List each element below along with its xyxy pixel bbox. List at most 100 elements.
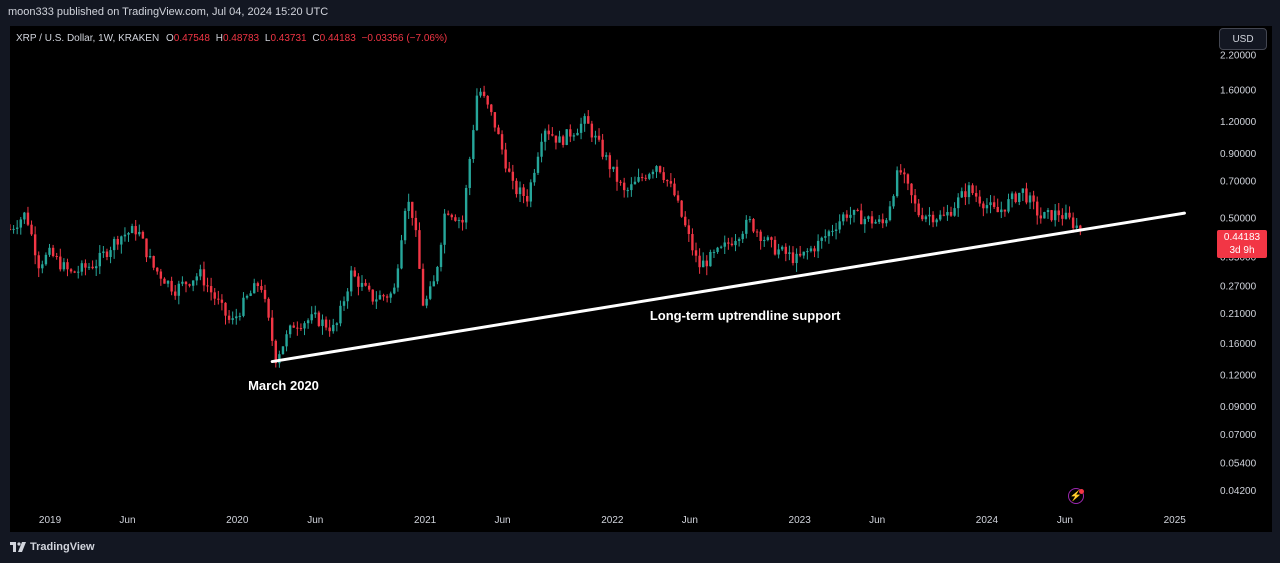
candle-body (989, 202, 992, 206)
candle-body (235, 316, 238, 319)
lightning-icon[interactable]: ⚡ (1068, 488, 1084, 504)
candle-body (644, 177, 647, 179)
candle (723, 235, 726, 254)
candle-body (946, 211, 949, 216)
candle-body (1000, 209, 1003, 213)
candle (888, 201, 892, 222)
candle (694, 242, 698, 263)
candle-body (281, 346, 285, 355)
candle-body (960, 191, 963, 198)
candle (698, 248, 701, 274)
candle-body (324, 319, 328, 328)
candle-body (996, 206, 999, 213)
candle (935, 218, 938, 227)
candle (468, 156, 471, 196)
candle (608, 152, 612, 178)
candle-body (691, 234, 694, 251)
candle (536, 152, 540, 176)
candle (184, 281, 188, 293)
candle (860, 203, 863, 225)
candle (601, 133, 604, 160)
candle-body (511, 171, 515, 181)
candle (166, 280, 170, 288)
candle-body (443, 213, 446, 245)
candle-body (464, 187, 468, 223)
currency-button[interactable]: USD (1219, 28, 1267, 50)
candle-body (37, 255, 40, 269)
candle-body (957, 197, 960, 209)
candle (978, 190, 981, 207)
candle (497, 124, 500, 135)
candle-body (102, 251, 105, 253)
candle-body (123, 234, 127, 237)
candle-body (296, 327, 299, 329)
candle-body (364, 282, 367, 286)
candle (328, 319, 331, 337)
candle (813, 245, 816, 258)
candle-body (565, 129, 568, 145)
candle (640, 173, 644, 182)
candle (910, 183, 913, 204)
time-tick-label: 2022 (601, 515, 624, 526)
candle-body (130, 226, 134, 234)
candle (874, 219, 877, 224)
candle (680, 200, 683, 218)
candle-body (256, 283, 260, 286)
price-axis[interactable]: 2.20000 1.60000 1.20000 0.90000 0.70000 0.500… (1220, 50, 1257, 497)
candle (666, 179, 669, 187)
ohlc-legend: XRP / U.S. Dollar, 1W, KRAKEN O0.47548 H… (16, 33, 447, 44)
candle-body (51, 247, 55, 256)
price-tick-label: 0.07000 (1220, 430, 1257, 441)
candle-body (766, 237, 770, 241)
candle-body (220, 299, 224, 303)
candle (10, 224, 12, 231)
candle (479, 88, 482, 98)
time-tick-label: Jun (869, 515, 885, 526)
candle-body (26, 212, 30, 225)
candle-body (95, 266, 98, 269)
price-tick-label: 0.50000 (1220, 213, 1257, 224)
candle (227, 310, 231, 324)
candle-body (12, 228, 15, 230)
candle (508, 161, 511, 173)
candle (730, 237, 734, 247)
candle-body (558, 136, 561, 143)
last-price-value: 0.44183 (1223, 232, 1261, 243)
candle (684, 211, 687, 228)
time-axis[interactable]: 2019 Jun 2020 Jun 2021 Jun 2022 Jun 2023 Jun 2024 J… (39, 515, 1186, 526)
candle-body (55, 255, 58, 257)
candle (490, 103, 493, 116)
candle (906, 173, 910, 191)
price-tick-label: 1.20000 (1220, 117, 1257, 128)
candle (120, 235, 123, 254)
candle-body (583, 116, 586, 124)
candle (156, 267, 159, 275)
symbol-title: XRP / U.S. Dollar, 1W, KRAKEN (16, 33, 160, 44)
candle (709, 249, 712, 267)
candle-body (529, 182, 532, 202)
candle-body (504, 149, 507, 169)
candle-body (231, 318, 234, 320)
uptrend-line[interactable] (270, 211, 1186, 364)
candle-body (673, 183, 676, 196)
tradingview-logo[interactable]: TradingView (10, 541, 95, 553)
candle (1043, 211, 1046, 219)
candle-body (339, 305, 342, 324)
candle (314, 305, 317, 318)
chart-area[interactable]: 2.20000 1.60000 1.20000 0.90000 0.70000 0.500… (10, 26, 1272, 532)
candle-body (899, 170, 902, 173)
candle (716, 246, 719, 254)
time-tick-label: 2019 (39, 515, 62, 526)
price-chart[interactable]: 2.20000 1.60000 1.20000 0.90000 0.70000 0.500… (10, 26, 1272, 532)
candle-body (694, 250, 698, 256)
candle-body (719, 246, 723, 248)
candle-body (199, 269, 202, 277)
candle-body (917, 203, 920, 216)
candle-body (454, 217, 457, 221)
candle (235, 308, 238, 325)
candle-body (982, 203, 985, 209)
candle (759, 229, 762, 250)
candle-body (1075, 225, 1078, 228)
candle-body (587, 116, 590, 124)
candle-body (834, 229, 838, 231)
